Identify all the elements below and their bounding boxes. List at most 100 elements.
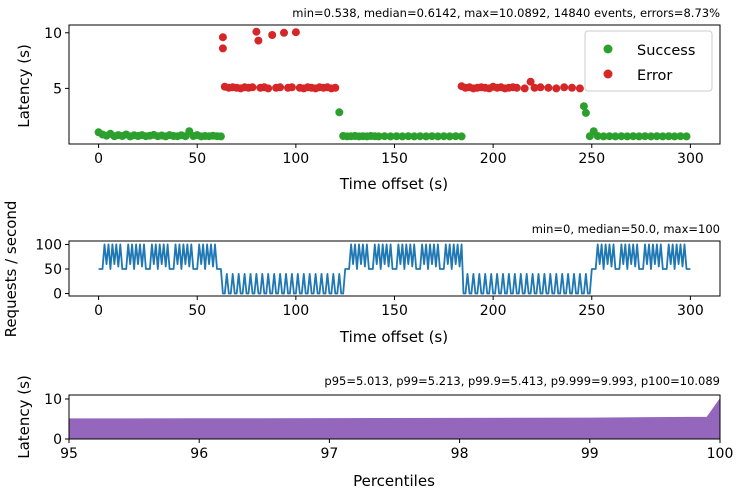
rps-x-tick-label: 50 (188, 303, 206, 319)
latency-x-tick-label: 200 (480, 151, 507, 167)
success-point (416, 132, 425, 141)
rps-y-tick-label: 100 (35, 237, 62, 253)
error-point (254, 36, 263, 45)
percentile-x-tick-label: 98 (451, 446, 469, 462)
success-point (428, 132, 436, 141)
success-point (433, 132, 442, 141)
rps-summary-annotation: min=0, median=50.0, max=100 (532, 222, 720, 236)
latency-x-tick-label: 100 (282, 151, 309, 167)
error-point (264, 84, 273, 93)
success-point (216, 132, 225, 141)
success-point (611, 132, 620, 141)
success-point (392, 132, 401, 141)
latency-scatter-marks (94, 27, 691, 141)
percentile-area (68, 398, 721, 440)
rps-axis-ticks: 0 50 100 150 200 250 300 0 50 100 (35, 237, 704, 319)
error-point (575, 84, 584, 93)
percentile-x-tick-label: 99 (581, 446, 599, 462)
success-point (658, 132, 667, 141)
error-point (544, 83, 553, 92)
percentile-area-marks (68, 398, 721, 440)
success-point (599, 132, 608, 141)
rps-series-line (98, 243, 691, 295)
error-point (218, 44, 227, 53)
rps-y-tick-label: 0 (53, 287, 62, 303)
success-point (445, 132, 454, 141)
latency-x-axis-label: Time offset (s) (339, 175, 448, 193)
success-point (682, 132, 691, 141)
latency-x-tick-label: 0 (94, 151, 103, 167)
success-point (404, 132, 413, 141)
percentile-axes-frame (68, 394, 721, 440)
percentile-y-tick-label: 10 (44, 392, 62, 408)
success-point (676, 132, 685, 141)
success-point (605, 132, 614, 141)
success-point (579, 102, 588, 111)
success-point (617, 132, 626, 141)
legend-box (584, 30, 713, 92)
latency-x-tick-label: 50 (188, 151, 206, 167)
latency-scatter-panel: min=0.538, median=0.6142, max=10.0892, 1… (15, 6, 721, 193)
error-point (291, 28, 300, 37)
percentile-x-tick-label: 97 (320, 446, 338, 462)
rps-panel: min=0, median=50.0, max=100 0 50 100 150 200… (2, 201, 721, 346)
error-point (568, 83, 576, 92)
error-point (536, 83, 545, 92)
error-point (252, 27, 261, 36)
latency-x-tick-label: 300 (677, 151, 704, 167)
rps-x-tick-label: 150 (381, 303, 408, 319)
latency-y-axis-label: Latency (s) (15, 44, 33, 128)
success-point (664, 132, 673, 141)
percentile-x-tick-label: 100 (707, 446, 734, 462)
legend-success-marker (603, 44, 613, 54)
error-point (530, 83, 539, 92)
latency-y-tick-label: 10 (44, 26, 62, 42)
success-point (641, 132, 649, 141)
latency-axis-ticks: 0 50 100 150 200 250 300 5 10 (44, 26, 704, 167)
rps-line-marks (98, 243, 691, 295)
success-point (457, 132, 466, 141)
latency-summary-annotation: min=0.538, median=0.6142, max=10.0892, 1… (292, 6, 720, 20)
percentile-x-tick-label: 95 (60, 446, 78, 462)
rps-x-axis-label: Time offset (s) (339, 328, 448, 346)
rps-x-tick-label: 250 (578, 303, 605, 319)
success-point (647, 132, 655, 141)
rps-x-tick-label: 300 (677, 303, 704, 319)
success-point (374, 132, 383, 141)
latency-x-tick-label: 150 (381, 151, 408, 167)
error-point (276, 83, 285, 92)
success-point (410, 132, 419, 141)
success-point (670, 132, 679, 141)
success-point (422, 132, 431, 141)
legend-error-label: Error (637, 68, 672, 84)
success-point (380, 132, 389, 141)
percentile-x-tick-label: 96 (190, 446, 208, 462)
legend-success-label: Success (637, 43, 695, 59)
success-point (335, 108, 344, 117)
legend: Success Error (584, 30, 713, 92)
success-point (451, 132, 460, 141)
percentile-summary-annotation: p95=5.013, p99=5.213, p99.9=5.413, p9.99… (324, 374, 720, 388)
rps-x-tick-label: 0 (94, 303, 103, 319)
success-point (635, 132, 644, 141)
success-point (652, 132, 661, 141)
success-point (581, 108, 590, 117)
latency-x-tick-label: 250 (578, 151, 605, 167)
success-point (386, 132, 395, 141)
error-point (248, 83, 257, 92)
error-point (520, 84, 529, 93)
percentile-x-axis-label: Percentiles (353, 472, 435, 490)
rps-x-tick-label: 200 (480, 303, 507, 319)
latency-y-tick-label: 5 (53, 81, 62, 97)
rps-x-tick-label: 100 (282, 303, 309, 319)
error-point (280, 28, 288, 37)
error-point (552, 84, 561, 93)
error-point (331, 83, 340, 92)
error-point (287, 83, 296, 92)
percentile-axis-ticks: 95 96 97 98 99 100 0 10 (44, 392, 733, 462)
rps-y-tick-label: 50 (44, 262, 62, 278)
success-point (593, 132, 602, 140)
rps-y-axis-label: Requests / second (2, 201, 20, 338)
error-point (560, 83, 569, 92)
